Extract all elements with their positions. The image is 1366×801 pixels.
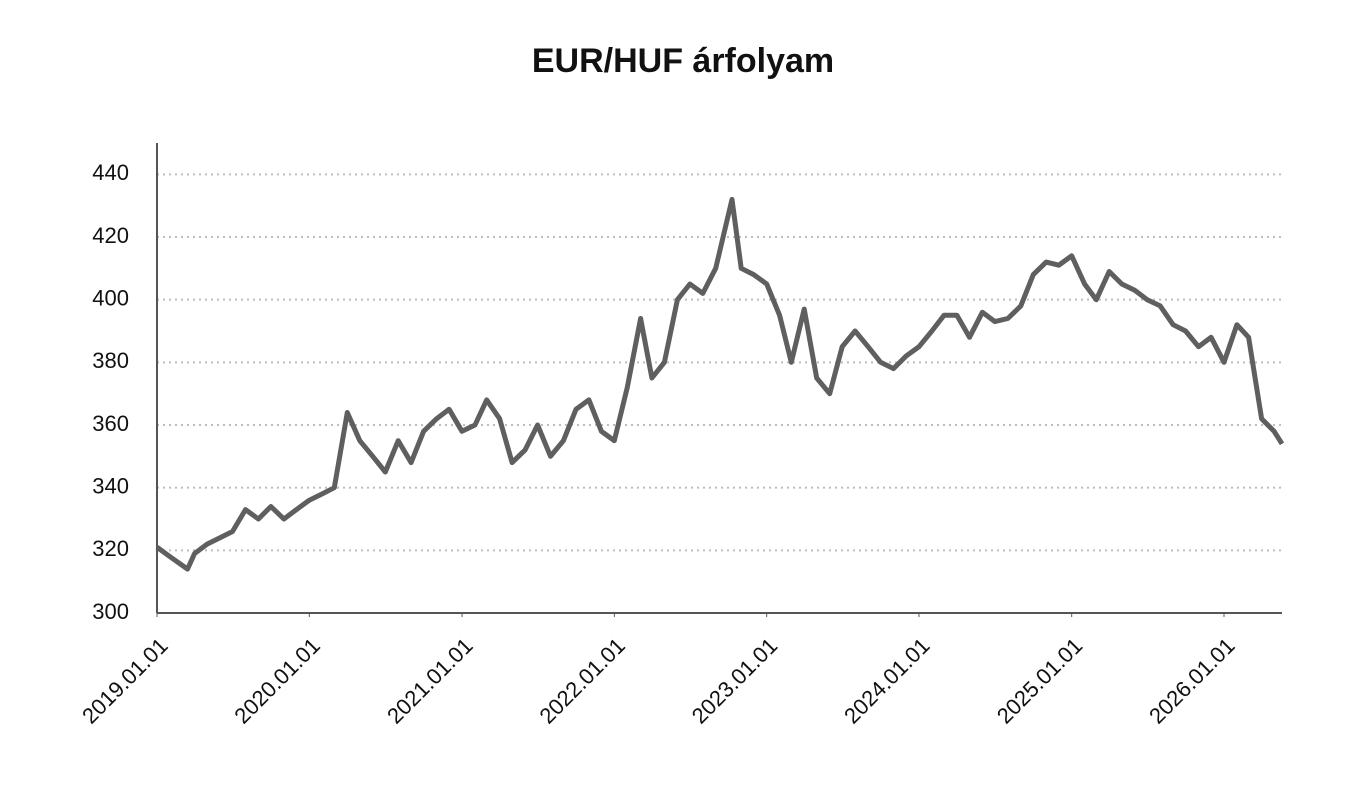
data-line (155, 196, 1285, 572)
y-tick-label: 440 (92, 160, 129, 185)
x-tick-label: 2022.01.01 (534, 633, 630, 729)
y-tick-label: 300 (92, 599, 129, 624)
x-tick-label: 2023.01.01 (687, 633, 783, 729)
y-tick-label: 340 (92, 473, 129, 498)
y-tick-label: 360 (92, 411, 129, 436)
x-tick-label: 2024.01.01 (839, 633, 935, 729)
x-tick-label: 2020.01.01 (229, 633, 325, 729)
y-tick-label: 420 (92, 223, 129, 248)
y-tick-label: 320 (92, 536, 129, 561)
x-tick-label: 2019.01.01 (77, 633, 173, 729)
x-tick-label: 2025.01.01 (992, 633, 1088, 729)
y-tick-label: 380 (92, 348, 129, 373)
x-tick-label: 2026.01.01 (1144, 633, 1240, 729)
x-tick-label: 2021.01.01 (382, 633, 478, 729)
y-tick-label: 400 (92, 285, 129, 310)
chart-title: EUR/HUF árfolyam (532, 42, 834, 80)
